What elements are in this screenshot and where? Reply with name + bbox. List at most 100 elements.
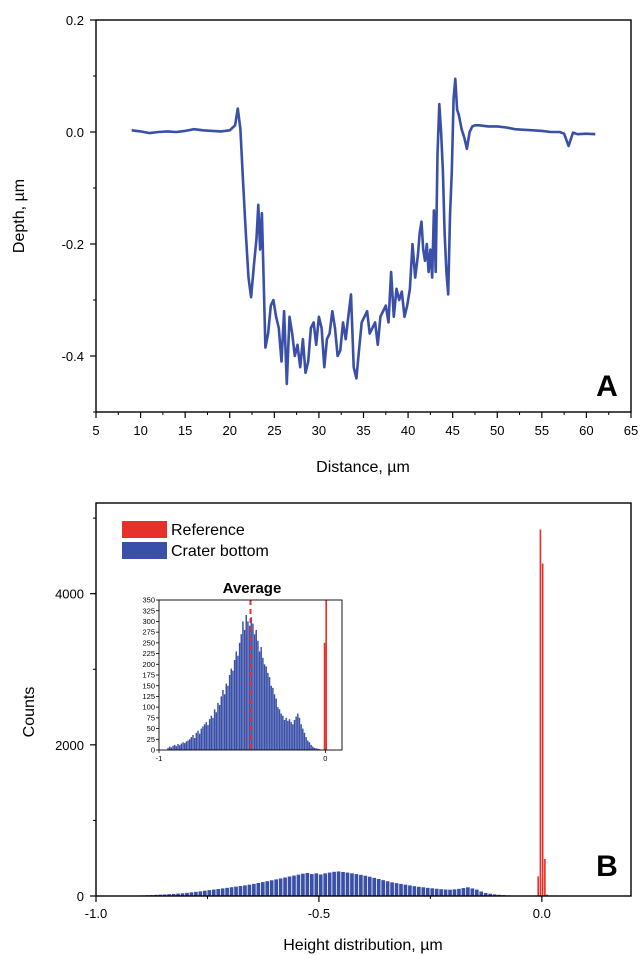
- crater-bottom-bar: [417, 886, 421, 896]
- inset-crater-bottom-bar: [232, 670, 234, 750]
- crater-bottom-bar: [434, 888, 439, 896]
- x-tick-label: 20: [223, 423, 237, 438]
- crater-bottom-bar: [403, 884, 408, 896]
- inset-crater-bottom-bar: [282, 715, 284, 750]
- inset-y-tick-label: 225: [142, 649, 155, 658]
- y-tick-label: -0.2: [62, 237, 84, 252]
- reference-bar: [537, 876, 540, 896]
- depth-profile-x-axis-label: Distance, µm: [316, 459, 410, 476]
- crater-bottom-bar: [198, 891, 203, 896]
- crater-bottom-bar: [479, 891, 484, 896]
- inset-crater-bottom-bar: [213, 709, 216, 750]
- inset-crater-bottom-bar: [167, 747, 169, 750]
- crater-bottom-bar: [243, 885, 247, 896]
- inset-y-tick-label: 100: [142, 703, 155, 712]
- crater-bottom-bar: [274, 879, 278, 896]
- inset-crater-bottom-bar: [200, 728, 203, 750]
- legend: Reference Crater bottom: [122, 521, 269, 560]
- inset-crater-bottom-bar: [183, 743, 186, 750]
- crater-bottom-bar: [394, 883, 399, 896]
- y-tick-label: 0.0: [66, 125, 84, 140]
- inset-crater-bottom-bar: [268, 677, 271, 750]
- x-tick-label: 50: [490, 423, 504, 438]
- crater-bottom-bar: [341, 871, 345, 896]
- inset-crater-bottom-bar: [285, 717, 287, 750]
- inset-crater-bottom-bar: [252, 623, 254, 750]
- inset-crater-bottom-bar: [230, 668, 232, 750]
- inset-crater-bottom-bar: [255, 630, 257, 750]
- crater-bottom-bar: [372, 877, 377, 896]
- reference-bar: [544, 858, 546, 896]
- inset-crater-bottom-bar: [197, 730, 199, 750]
- inset-y-tick-label: 250: [142, 638, 155, 647]
- inset-crater-bottom-bar: [272, 687, 274, 750]
- x-tick-label: 45: [445, 423, 459, 438]
- x-tick-label: 10: [133, 423, 147, 438]
- inset-crater-bottom-bar: [278, 709, 281, 750]
- inset-y-tick-label: 175: [142, 671, 155, 680]
- inset-y-tick-label: 50: [147, 724, 155, 733]
- y-tick-label: 0.2: [66, 13, 84, 28]
- inset-crater-bottom-bar: [270, 685, 272, 750]
- legend-label-crater-bottom: Crater bottom: [171, 543, 269, 560]
- inset-crater-bottom-bar: [238, 642, 241, 750]
- legend-label-reference: Reference: [171, 522, 245, 539]
- crater-bottom-bar: [287, 876, 292, 896]
- inset-crater-bottom-bar: [273, 694, 276, 750]
- x-tick-label: 35: [356, 423, 370, 438]
- inset-crater-bottom-bar: [263, 664, 266, 750]
- crater-bottom-bar: [216, 889, 221, 896]
- crater-bottom-bar: [207, 890, 212, 896]
- inset-crater-bottom-bar: [300, 724, 302, 750]
- crater-bottom-bar: [314, 873, 319, 896]
- inset-crater-bottom-bar: [195, 732, 198, 750]
- inset-crater-bottom-bar: [258, 651, 261, 750]
- crater-bottom-bar: [176, 893, 180, 896]
- inset-crater-bottom-bar: [215, 712, 218, 750]
- inset-crater-bottom-bar: [237, 655, 239, 750]
- y-tick-label: -0.4: [62, 349, 84, 364]
- inset-crater-bottom-bar: [313, 747, 316, 750]
- inset-crater-bottom-bar: [298, 717, 301, 750]
- crater-bottom-bar: [171, 893, 176, 896]
- inset-crater-bottom-bar: [247, 621, 249, 750]
- x-tick-label: 55: [535, 423, 549, 438]
- x-tick-label: 60: [579, 423, 593, 438]
- inset-crater-bottom-bar: [185, 741, 188, 750]
- inset-x-ticks: -1 0: [156, 750, 327, 763]
- inset-crater-bottom-bar: [225, 683, 228, 750]
- inset-crater-bottom-bar: [198, 733, 201, 750]
- crater-bottom-bar: [412, 886, 417, 896]
- crater-bottom-bar: [234, 886, 238, 896]
- inset-crater-bottom-bar: [312, 746, 314, 750]
- x-tick-label: -1.0: [85, 906, 107, 921]
- height-distribution-x-axis-label: Height distribution, µm: [283, 937, 443, 954]
- inset-crater-bottom-bar: [310, 744, 312, 750]
- inset-crater-bottom-bar: [177, 744, 179, 750]
- x-tick-label: 15: [178, 423, 192, 438]
- crater-bottom-bar: [185, 892, 189, 896]
- crater-bottom-bar: [220, 888, 225, 896]
- inset-crater-bottom-bar: [235, 651, 237, 750]
- crater-bottom-bar: [461, 888, 466, 896]
- inset-crater-bottom-bar: [315, 748, 317, 750]
- inset-reference-bar: [323, 642, 326, 750]
- crater-bottom-bar: [474, 889, 479, 896]
- legend-swatch-crater-bottom: [122, 542, 167, 559]
- x-tick-label: 40: [401, 423, 415, 438]
- inset-crater-bottom-bar: [287, 720, 289, 750]
- inset-crater-bottom-bar: [267, 672, 269, 750]
- inset-crater-bottom-bar: [187, 740, 189, 750]
- crater-bottom-bar: [194, 891, 198, 896]
- reference-bar: [539, 529, 542, 896]
- crater-bottom-bar: [189, 892, 194, 896]
- inset-title: Average: [223, 580, 282, 597]
- crater-bottom-bar: [359, 874, 363, 896]
- inset-crater-bottom-bar: [275, 698, 277, 750]
- inset-crater-bottom-bar: [265, 666, 267, 750]
- crater-bottom-bar: [269, 880, 274, 896]
- inset-histogram: -1 0 025507510012515017520022525027530032…: [142, 580, 343, 763]
- inset-crater-bottom-bar: [223, 694, 226, 750]
- inset-crater-bottom-bar: [307, 740, 309, 750]
